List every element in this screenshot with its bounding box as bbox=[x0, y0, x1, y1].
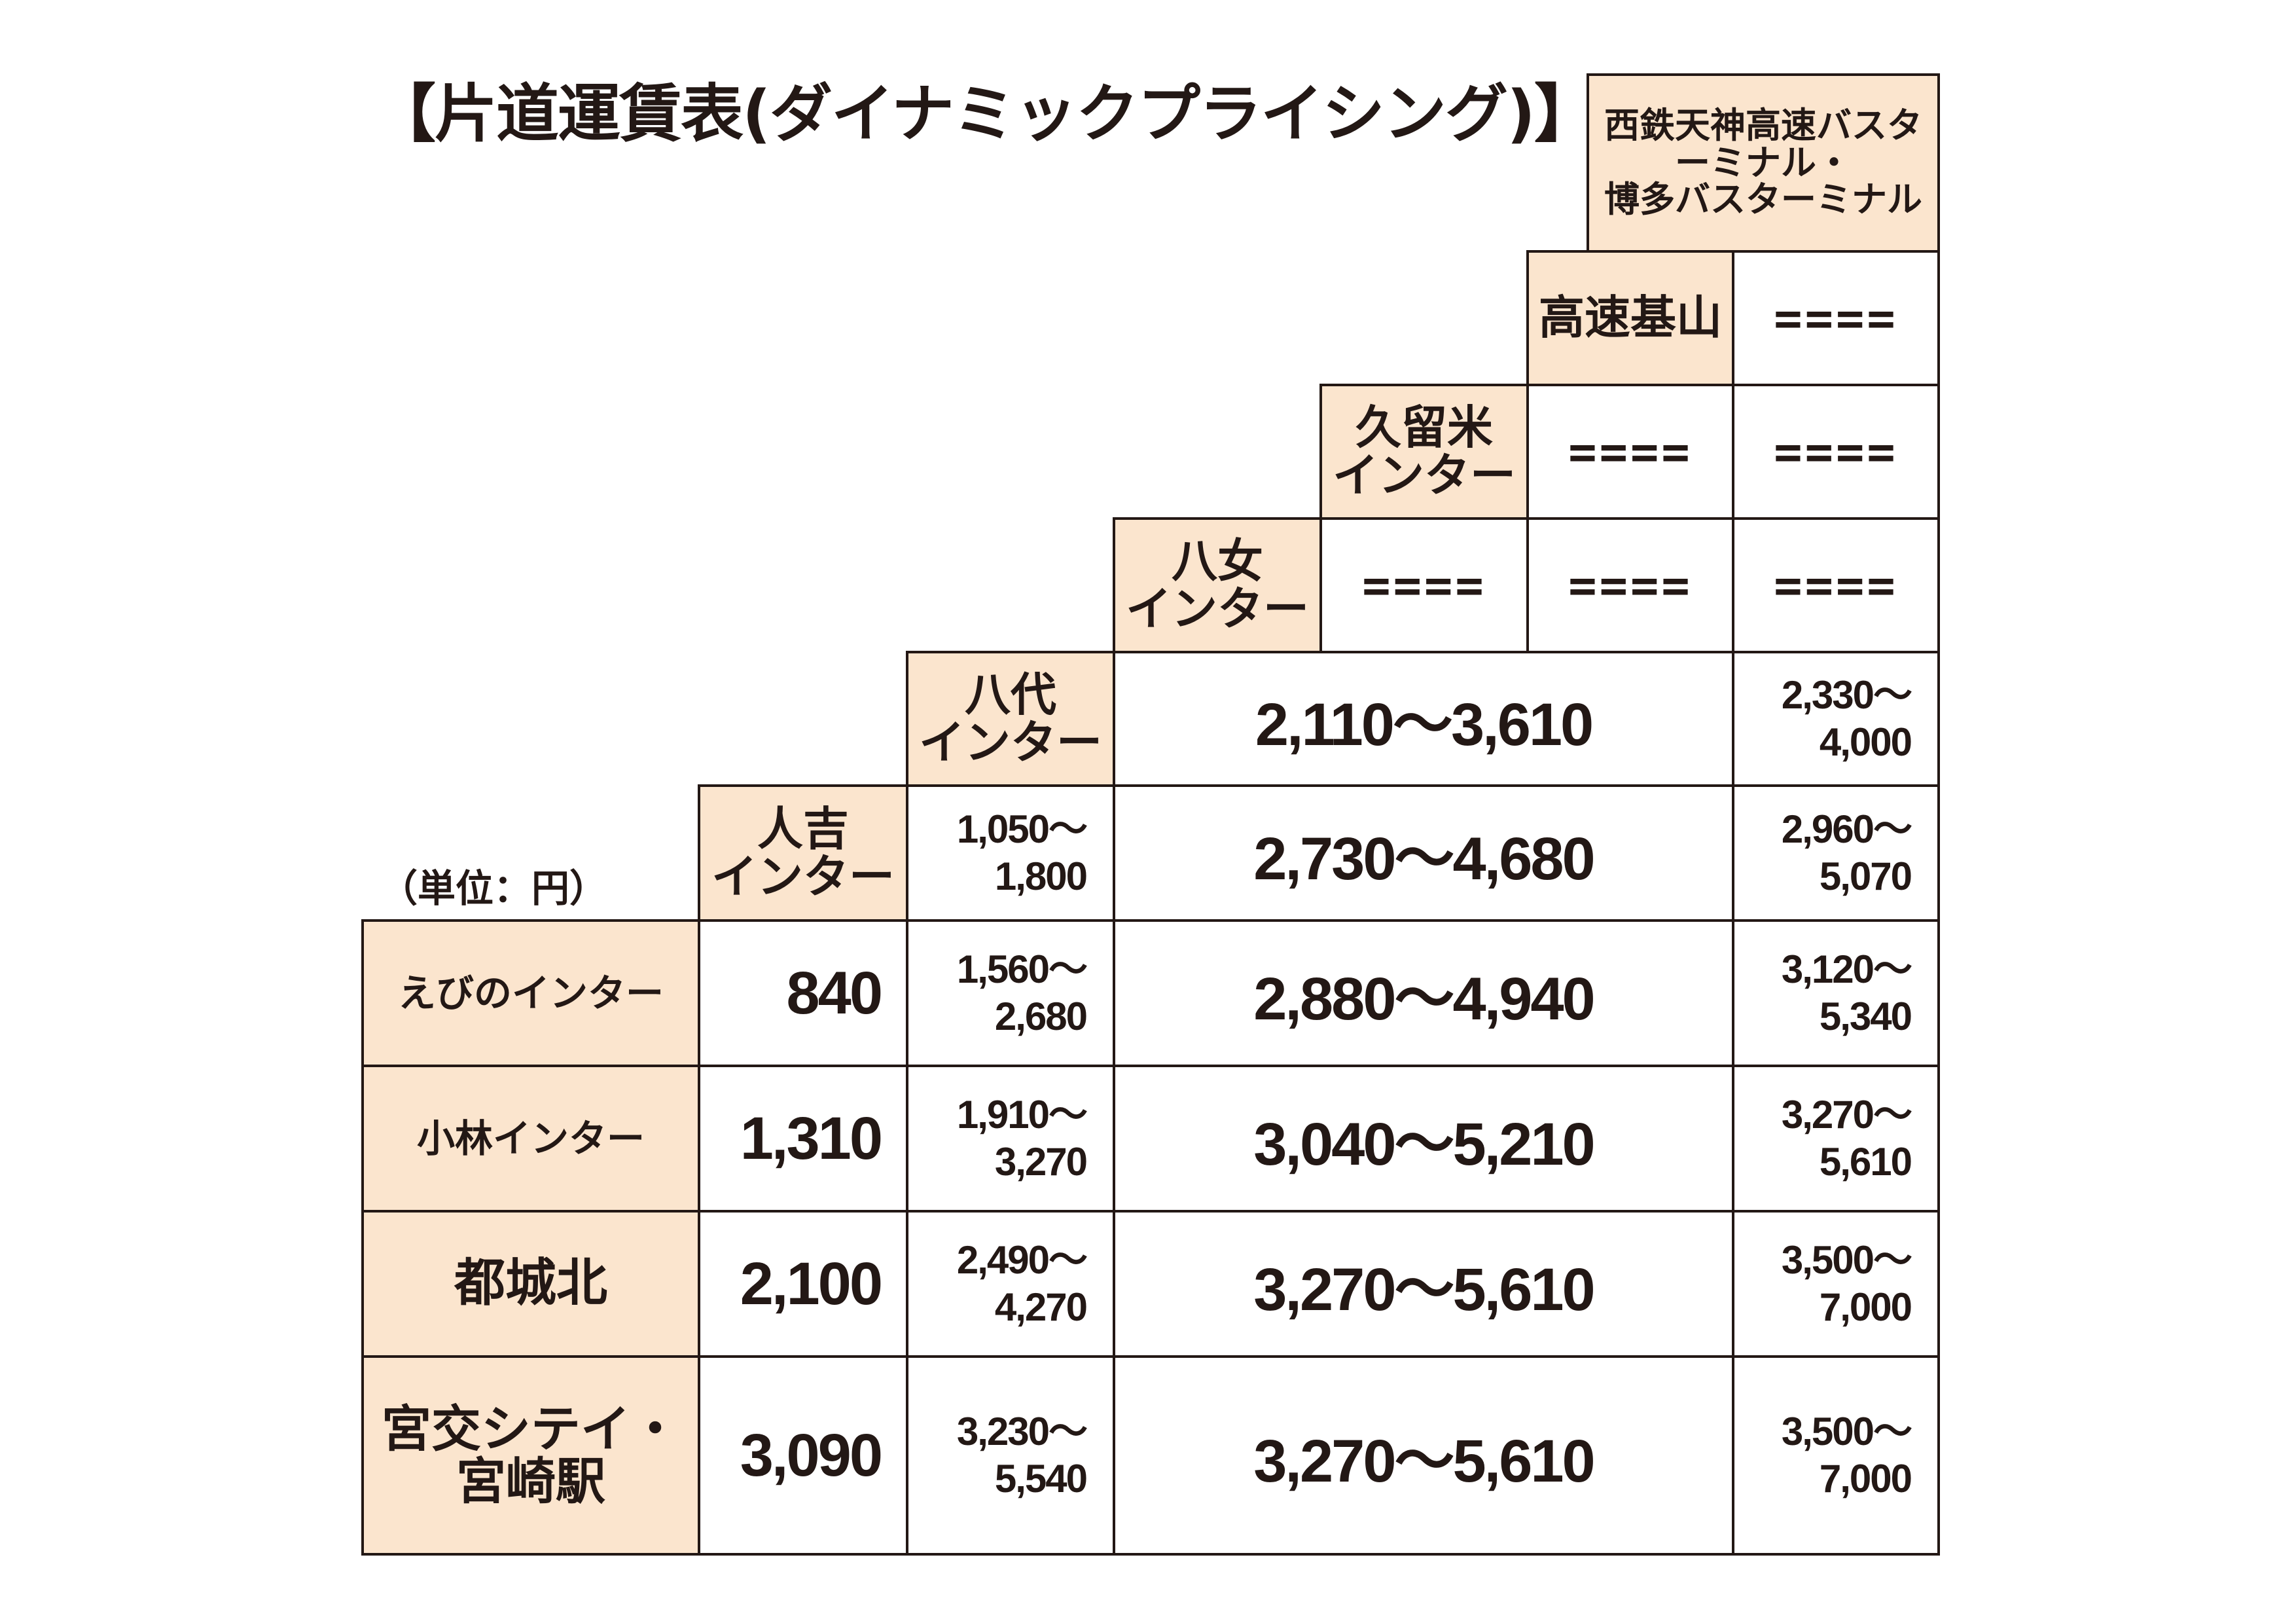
fare-miyazaki-fukuoka: 3,500〜 7,000 bbox=[1732, 1355, 1940, 1556]
fare-not-available: ==== bbox=[1774, 291, 1898, 346]
fare-miyazaki-yatsushiro: 3,230〜 5,540 bbox=[906, 1355, 1115, 1556]
fare-not-available: ==== bbox=[1568, 558, 1693, 613]
unit-label: （単位：円） bbox=[380, 866, 608, 911]
fare-yame-fukuoka: ==== bbox=[1732, 517, 1940, 653]
fare-kobayashi-middle: 3,040〜5,210 bbox=[1113, 1065, 1734, 1213]
fare-to: 5,070 bbox=[1819, 854, 1912, 898]
fare-to: 2,680 bbox=[994, 994, 1088, 1038]
fare-hitoyoshi-yatsushiro: 1,050〜 1,800 bbox=[906, 784, 1115, 922]
fare-kurume-fukuoka: ==== bbox=[1732, 384, 1940, 520]
fare-yatsushiro-fukuoka: 2,330〜 4,000 bbox=[1732, 651, 1940, 787]
fare-ebino-fukuoka: 3,120〜 5,340 bbox=[1732, 919, 1940, 1067]
fare-yame-kurume: ==== bbox=[1319, 517, 1529, 653]
header-kiyama-label: 高速基山 bbox=[1539, 291, 1722, 345]
origin-miyazaki-label: 宮交シテイ・ 宮崎駅 bbox=[382, 1400, 680, 1510]
fare-value: 2,100 bbox=[740, 1250, 883, 1317]
fare-not-available: ==== bbox=[1774, 558, 1898, 613]
fare-range: 2,110〜3,610 bbox=[1255, 691, 1594, 758]
fare-to: 5,610 bbox=[1819, 1140, 1912, 1184]
fare-yame-kiyama: ==== bbox=[1526, 517, 1734, 653]
fare-from: 3,120〜 bbox=[1781, 947, 1912, 991]
fare-not-available: ==== bbox=[1362, 558, 1486, 613]
fare-miyazaki-hitoyoshi: 3,090 bbox=[698, 1355, 908, 1556]
fare-kiyama-fukuoka: ==== bbox=[1732, 250, 1940, 386]
fare-yatsushiro-middle: 2,110〜3,610 bbox=[1113, 651, 1734, 787]
fare-to: 1,800 bbox=[994, 854, 1088, 898]
fare-hitoyoshi-middle: 2,730〜4,680 bbox=[1113, 784, 1734, 922]
fare-miyakonojo-yatsushiro: 2,490〜 4,270 bbox=[906, 1210, 1115, 1358]
fare-range: 3,270〜5,610 bbox=[1253, 1256, 1595, 1323]
fare-to: 5,540 bbox=[994, 1457, 1088, 1501]
fare-hitoyoshi-fukuoka: 2,960〜 5,070 bbox=[1732, 784, 1940, 922]
fare-range: 3,270〜5,610 bbox=[1253, 1427, 1595, 1495]
page-title: 【片道運賃表(ダイナミックプライシング)】 bbox=[373, 77, 1597, 151]
fare-from: 3,270〜 bbox=[1781, 1093, 1912, 1137]
fare-kobayashi-hitoyoshi: 1,310 bbox=[698, 1065, 908, 1213]
header-fukuoka-terminal: 西鉄天神高速バスターミナル・ 博多バスターミナル bbox=[1587, 73, 1940, 253]
fare-value: 1,310 bbox=[740, 1104, 883, 1172]
fare-value: 3,090 bbox=[740, 1421, 883, 1489]
origin-ebino-label: えびのインター bbox=[397, 970, 664, 1015]
fare-miyakonojo-hitoyoshi: 2,100 bbox=[698, 1210, 908, 1358]
fare-from: 3,500〜 bbox=[1781, 1410, 1912, 1453]
origin-miyakonojo-label: 都城北 bbox=[454, 1254, 607, 1313]
fare-from: 2,330〜 bbox=[1781, 673, 1912, 717]
fare-to: 7,000 bbox=[1819, 1457, 1912, 1501]
header-yame: 八女 インター bbox=[1113, 517, 1322, 653]
fare-value: 840 bbox=[786, 959, 883, 1027]
fare-ebino-hitoyoshi: 840 bbox=[698, 919, 908, 1067]
fare-from: 3,500〜 bbox=[1781, 1238, 1912, 1282]
fare-to: 4,000 bbox=[1819, 720, 1912, 764]
fare-ebino-yatsushiro: 1,560〜 2,680 bbox=[906, 919, 1115, 1067]
fare-not-available: ==== bbox=[1568, 424, 1693, 479]
header-yatsushiro: 八代 インター bbox=[906, 651, 1115, 787]
fare-ebino-middle: 2,880〜4,940 bbox=[1113, 919, 1734, 1067]
header-fukuoka-label: 西鉄天神高速バスターミナル・ 博多バスターミナル bbox=[1604, 104, 1922, 221]
header-kiyama: 高速基山 bbox=[1526, 250, 1734, 386]
fare-from: 2,960〜 bbox=[1781, 807, 1912, 851]
fare-kobayashi-fukuoka: 3,270〜 5,610 bbox=[1732, 1065, 1940, 1213]
fare-to: 5,340 bbox=[1819, 994, 1912, 1038]
fare-from: 3,230〜 bbox=[956, 1410, 1088, 1453]
header-yame-label: 八女 インター bbox=[1126, 534, 1309, 636]
fare-from: 1,910〜 bbox=[956, 1093, 1088, 1137]
fare-miyakonojo-middle: 3,270〜5,610 bbox=[1113, 1210, 1734, 1358]
fare-range: 3,040〜5,210 bbox=[1253, 1110, 1595, 1178]
fare-not-available: ==== bbox=[1774, 424, 1898, 479]
fare-miyazaki-middle: 3,270〜5,610 bbox=[1113, 1355, 1734, 1556]
header-hitoyoshi-label: 人吉 インター bbox=[711, 801, 895, 903]
fare-from: 2,490〜 bbox=[956, 1238, 1088, 1282]
fare-range: 2,730〜4,680 bbox=[1253, 825, 1595, 892]
origin-ebino: えびのインター bbox=[361, 919, 700, 1067]
fare-from: 1,050〜 bbox=[956, 807, 1088, 851]
header-kurume: 久留米 インター bbox=[1319, 384, 1529, 520]
fare-from: 1,560〜 bbox=[956, 947, 1088, 991]
fare-range: 2,880〜4,940 bbox=[1253, 965, 1595, 1032]
fare-to: 3,270 bbox=[994, 1140, 1088, 1184]
fare-to: 4,270 bbox=[994, 1285, 1088, 1329]
fare-to: 7,000 bbox=[1819, 1285, 1912, 1329]
fare-kobayashi-yatsushiro: 1,910〜 3,270 bbox=[906, 1065, 1115, 1213]
origin-miyakonojo: 都城北 bbox=[361, 1210, 700, 1358]
origin-miyazaki: 宮交シテイ・ 宮崎駅 bbox=[361, 1355, 700, 1556]
origin-kobayashi: 小林インター bbox=[361, 1065, 700, 1213]
fare-kurume-kiyama: ==== bbox=[1526, 384, 1734, 520]
fare-miyakonojo-fukuoka: 3,500〜 7,000 bbox=[1732, 1210, 1940, 1358]
header-kurume-label: 久留米 インター bbox=[1333, 400, 1516, 502]
origin-kobayashi-label: 小林インター bbox=[416, 1116, 645, 1161]
header-yatsushiro-label: 八代 インター bbox=[919, 667, 1102, 769]
header-hitoyoshi: 人吉 インター bbox=[698, 784, 908, 922]
